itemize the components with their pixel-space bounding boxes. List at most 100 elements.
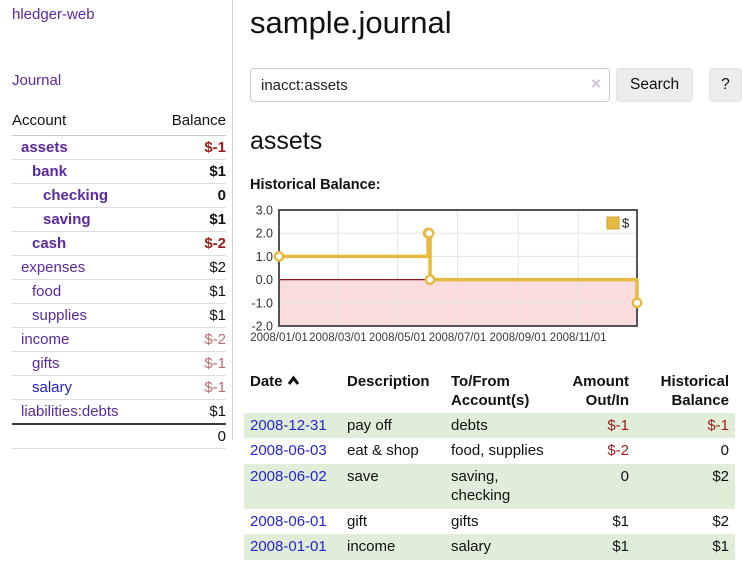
main-content: sample.journal × Search ? assets Histori… xyxy=(234,0,742,560)
account-link-bank[interactable]: bank xyxy=(32,163,68,180)
search-button[interactable]: Search xyxy=(616,68,694,102)
help-button[interactable]: ? xyxy=(709,68,742,102)
transaction-description: save xyxy=(347,467,379,485)
account-link-food[interactable]: food xyxy=(32,283,62,300)
page-title: sample.journal xyxy=(250,5,452,40)
account-link-saving[interactable]: saving xyxy=(43,211,91,228)
register-row: 2008-06-01 gift gifts $1 $2 xyxy=(244,509,735,535)
transaction-balance: $2 xyxy=(712,467,729,485)
transaction-balance: $2 xyxy=(712,512,729,530)
svg-text:-2.0: -2.0 xyxy=(251,320,273,334)
transaction-accounts: saving, checking xyxy=(451,467,511,505)
app-title-link[interactable]: hledger-web xyxy=(12,6,95,23)
accounts-table: Account Balance assets $-1 bank $1 check… xyxy=(12,108,226,449)
account-row: income $-2 xyxy=(12,327,226,352)
transaction-amount: 0 xyxy=(620,467,629,485)
account-link-income[interactable]: income xyxy=(21,331,70,348)
transaction-amount: $1 xyxy=(612,512,629,530)
account-balance: $1 xyxy=(209,403,226,420)
register-header-date[interactable]: Date xyxy=(244,371,341,413)
account-row: liabilities:debts $1 xyxy=(12,400,226,425)
account-row: expenses $2 xyxy=(12,255,226,280)
account-row: saving $1 xyxy=(12,207,226,232)
account-row: food $1 xyxy=(12,279,226,304)
sidebar-item-journal[interactable]: Journal xyxy=(12,72,62,89)
svg-text:2008/03/01: 2008/03/01 xyxy=(309,332,367,344)
svg-text:2.0: 2.0 xyxy=(256,227,273,241)
transaction-amount: $1 xyxy=(612,538,629,555)
transaction-date-link[interactable]: 2008-12-31 xyxy=(250,416,327,434)
transaction-accounts: gifts xyxy=(451,512,479,530)
account-link-cash[interactable]: cash xyxy=(32,235,67,252)
svg-text:2008/07/01: 2008/07/01 xyxy=(429,332,487,344)
transaction-amount: $-2 xyxy=(607,442,629,459)
svg-text:1.0: 1.0 xyxy=(256,250,273,264)
transaction-description: pay off xyxy=(347,416,392,434)
svg-text:$: $ xyxy=(622,216,630,231)
transaction-amount: $-1 xyxy=(607,416,629,434)
transaction-date-link[interactable]: 2008-06-01 xyxy=(250,512,327,530)
sidebar: hledger-web Journal Account Balance asse… xyxy=(0,0,233,449)
svg-text:2008/09/01: 2008/09/01 xyxy=(490,332,548,344)
transaction-accounts: debts xyxy=(451,416,488,434)
clear-search-icon[interactable]: × xyxy=(591,74,601,93)
transaction-balance: $1 xyxy=(712,538,729,555)
transaction-description: eat & shop xyxy=(347,442,419,459)
register-header-balance: Historical Balance xyxy=(660,373,729,409)
transaction-date-link[interactable]: 2008-01-01 xyxy=(250,538,327,555)
accounts-header-balance: Balance xyxy=(153,108,226,136)
account-row: checking 0 xyxy=(12,183,226,208)
account-row: supplies $1 xyxy=(12,303,226,328)
account-row: gifts $-1 xyxy=(12,351,226,376)
account-balance: $-1 xyxy=(153,351,226,376)
register-header-amount: Amount Out/In xyxy=(572,373,629,409)
search-form: × Search ? xyxy=(250,68,742,102)
transaction-date-link[interactable]: 2008-06-02 xyxy=(250,467,327,485)
account-balance: $-2 xyxy=(153,231,226,256)
accounts-total: 0 xyxy=(153,423,226,449)
account-row: bank $1 xyxy=(12,159,226,184)
svg-text:0.0: 0.0 xyxy=(256,273,273,287)
account-link-salary[interactable]: salary xyxy=(32,379,73,396)
svg-text:2008/11/01: 2008/11/01 xyxy=(550,332,607,344)
register-table: Date Description To/From Account(s) Amou… xyxy=(244,371,735,560)
register-row: 2008-01-01 income salary $1 $1 xyxy=(244,534,735,560)
account-link-gifts[interactable]: gifts xyxy=(32,355,60,372)
account-row: assets $-1 xyxy=(12,135,226,160)
account-row: salary $-1 xyxy=(12,375,226,400)
accounts-header-account: Account xyxy=(12,108,154,136)
transaction-balance: $-1 xyxy=(707,416,729,434)
account-link-expenses[interactable]: expenses xyxy=(21,259,86,276)
account-link-supplies[interactable]: supplies xyxy=(32,307,88,324)
sort-ascending-icon xyxy=(287,373,300,392)
svg-text:2008/05/01: 2008/05/01 xyxy=(369,332,427,344)
transaction-balance: 0 xyxy=(720,442,729,459)
account-balance: $2 xyxy=(153,255,226,280)
svg-text:-1.0: -1.0 xyxy=(251,296,273,310)
account-balance: $-1 xyxy=(153,375,226,400)
account-link-assets[interactable]: assets xyxy=(21,139,68,156)
register-row: 2008-06-02 save saving, checking 0 $2 xyxy=(244,463,735,509)
account-heading: assets xyxy=(250,127,323,155)
accounts-total-row: 0 xyxy=(12,423,226,449)
account-balance: $1 xyxy=(153,207,226,232)
account-balance: $-1 xyxy=(153,135,226,160)
account-link-checking[interactable]: checking xyxy=(43,187,109,204)
svg-text:3.0: 3.0 xyxy=(256,204,273,218)
account-balance: 0 xyxy=(153,183,226,208)
chart-title: Historical Balance: xyxy=(250,177,381,193)
account-balance: $-2 xyxy=(153,327,226,352)
account-row: cash $-2 xyxy=(12,231,226,256)
register-row: 2008-06-03 eat & shop food, supplies $-2… xyxy=(244,438,735,464)
transaction-description: gift xyxy=(347,512,368,530)
transaction-accounts: food, supplies xyxy=(451,442,544,459)
account-balance: $1 xyxy=(153,159,226,184)
transaction-date-link[interactable]: 2008-06-03 xyxy=(250,442,327,459)
account-link-liabilities-debts[interactable]: liabilities:debts xyxy=(21,403,119,420)
svg-text:2008/01/01: 2008/01/01 xyxy=(250,332,308,344)
register-row: 2008-12-31 pay off debts $-1 $-1 xyxy=(244,412,735,438)
account-balance: $1 xyxy=(153,303,226,328)
transaction-accounts: salary xyxy=(451,538,492,555)
search-input[interactable] xyxy=(250,68,610,102)
